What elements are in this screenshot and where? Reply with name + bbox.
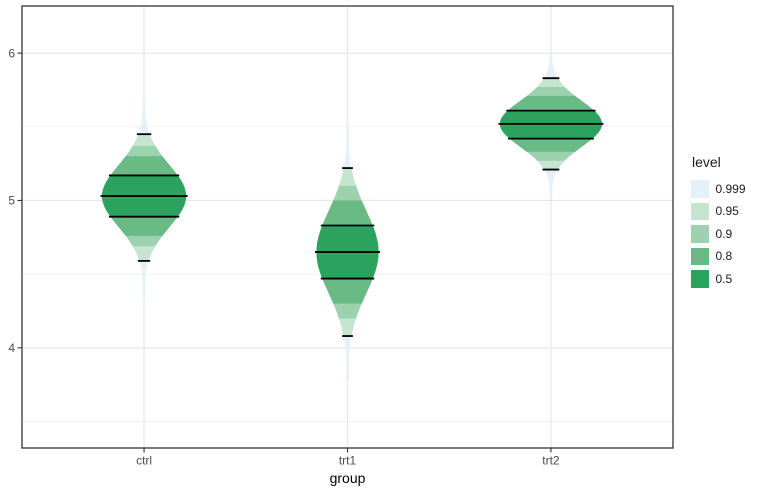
legend: level 0.999 0.95 0.9 0.8 0.5 (691, 154, 746, 293)
x-axis-title: group (330, 470, 366, 486)
legend-entry-0.95: 0.95 (691, 202, 746, 220)
y-tick-label: 6 (8, 46, 15, 60)
violin-layer (100, 51, 604, 381)
y-tick-label: 5 (8, 194, 15, 208)
panel-border (21, 5, 674, 449)
y-tick-label: 4 (8, 341, 15, 355)
legend-label: 0.999 (715, 181, 746, 196)
legend-label: 0.5 (715, 271, 733, 286)
axis-layer: 4 5 6 ctrl trt1 trt2 (8, 46, 560, 467)
legend-swatch (691, 247, 709, 265)
x-tick-label-trt2: trt2 (542, 454, 560, 468)
legend-swatch (691, 180, 709, 198)
x-tick-label-ctrl: ctrl (136, 454, 152, 468)
legend-label: 0.95 (715, 204, 739, 219)
x-tick-label-trt1: trt1 (339, 454, 357, 468)
legend-entry-0.9: 0.9 (691, 225, 746, 243)
legend-entry-0.999: 0.999 (691, 180, 746, 198)
legend-entries: 0.999 0.95 0.9 0.8 0.5 (691, 180, 746, 288)
legend-swatch (691, 225, 709, 243)
legend-swatch (691, 270, 709, 288)
legend-swatch (691, 202, 709, 220)
legend-label: 0.9 (715, 226, 733, 241)
legend-title: level (692, 154, 721, 170)
legend-entry-0.8: 0.8 (691, 247, 746, 265)
legend-entry-0.5: 0.5 (691, 270, 746, 288)
legend-label: 0.8 (715, 249, 733, 264)
